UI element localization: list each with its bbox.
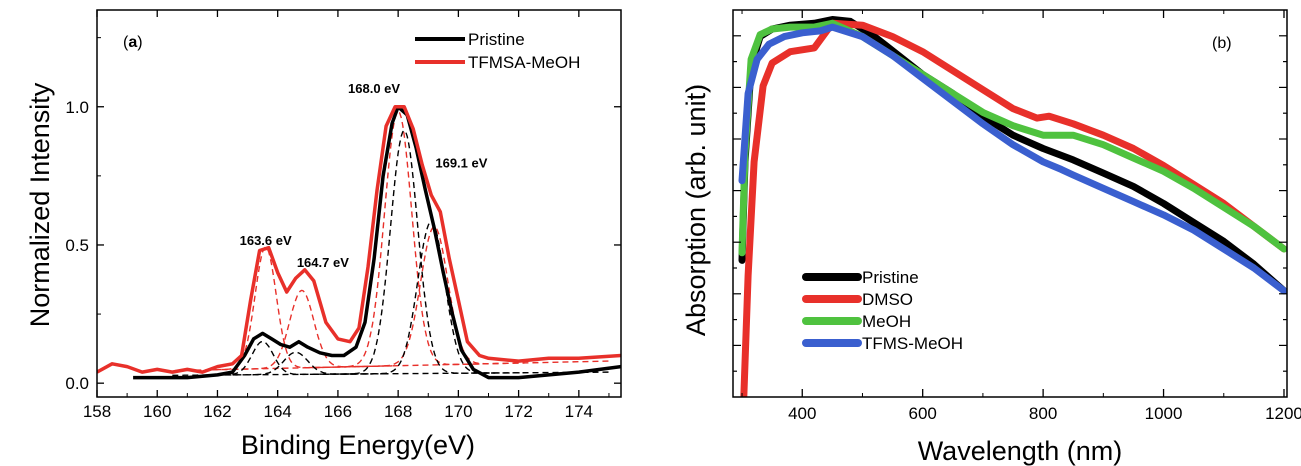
- panel-a-plot-area: [97, 105, 621, 380]
- panel-a-x-tick-label: 164: [264, 402, 292, 421]
- panel-a-x-tick-label: 170: [444, 402, 472, 421]
- panel-b-x-tick-label: 400: [788, 404, 816, 423]
- panel-b-label: (b): [1212, 35, 1232, 52]
- panel-a-label: (a): [123, 34, 143, 51]
- panel-a-legend-label: TFMSA-MeOH: [468, 53, 580, 72]
- panel-a-peak-annotation: 164.7 eV: [297, 255, 349, 270]
- panel-b-legend: Pristine DMSO MeOH TFMS-MeOH: [802, 268, 963, 353]
- panel-b-legend-label: MeOH: [862, 312, 911, 331]
- panel-a-legend-label: Pristine: [468, 30, 525, 49]
- panel-a-x-tick-label: 158: [83, 402, 111, 421]
- panel-a-frame: [96, 9, 622, 398]
- panel-b-x-axis-title: Wavelength (nm): [918, 436, 1123, 466]
- panel-a-y-tick-label: 1.0: [65, 98, 89, 117]
- panel-b-y-axis-title: Absorption (arb. unit): [681, 84, 711, 336]
- panel-a-x-tick-label: 160: [143, 402, 171, 421]
- panel-a-legend: Pristine TFMSA-MeOH: [415, 30, 580, 72]
- panel-a-y-tick-label: 0.5: [65, 236, 89, 255]
- panel-b-frame: [732, 9, 1288, 398]
- panel-b-x-tick-label: 800: [1029, 404, 1057, 423]
- panel-a-axes: 158 160 162 164 166 168 170 172 174 0.0 0.5 1.0 163.…: [65, 9, 622, 421]
- panel-a-fit-peak-1: [211, 289, 393, 371]
- panel-b-series-line-pristine: [738, 16, 1287, 295]
- panel-a: 158 160 162 164 166 168 170 172 174 0.0 0.5 1.0 163.…: [25, 9, 622, 460]
- panel-a-fit-baseline-0: [232, 360, 609, 371]
- panel-a-x-tick-label: 172: [504, 402, 532, 421]
- panel-a-fit-peak-2: [307, 110, 489, 369]
- panel-a-peak-annotation: 168.0 eV: [348, 81, 400, 96]
- panel-a-x-tick-label: 174: [565, 402, 593, 421]
- panel-b-series-line-dmso: [740, 19, 1287, 397]
- panel-a-y-tick-label: 0.0: [65, 374, 89, 393]
- panel-b-series-line-meoh: [738, 19, 1287, 257]
- panel-a-peak-annotation: 163.6 eV: [240, 233, 292, 248]
- panel-a-fit-peak-7: [340, 220, 522, 375]
- panel-a-x-tick-label: 168: [384, 402, 412, 421]
- panel-a-peak-annotation: 169.1 eV: [435, 156, 487, 171]
- panel-a-x-tick-label: 162: [203, 402, 231, 421]
- panel-a-y-axis-title: Normalized Intensity: [25, 82, 55, 327]
- panel-b-x-tick-label: 1200: [1265, 404, 1301, 423]
- panel-a-series-line-tfmsa-meoh: [97, 105, 621, 374]
- panel-a-series-group: [97, 105, 621, 380]
- panel-a-series-line-pristine: [133, 105, 621, 380]
- panel-b-legend-label: DMSO: [862, 290, 913, 309]
- panel-b-x-tick-label: 600: [908, 404, 936, 423]
- panel-b-plot-area: [738, 16, 1287, 397]
- panel-a-x-tick-label: 166: [324, 402, 352, 421]
- panel-b: 400 600 800 1000 1200 (b) Pristine DMSO MeOH TF…: [681, 9, 1301, 466]
- panel-b-legend-label: TFMS-MeOH: [862, 334, 963, 353]
- panel-b-legend-label: Pristine: [862, 268, 919, 287]
- panel-b-series-group: [738, 16, 1287, 397]
- panel-b-axes: 400 600 800 1000 1200: [732, 9, 1301, 423]
- panel-b-x-tick-label: 1000: [1145, 404, 1183, 423]
- panel-b-series-line-tfms-meoh: [738, 23, 1287, 295]
- panel-a-fit-peak-3: [343, 225, 525, 368]
- panel-a-x-axis-title: Binding Energy(eV): [241, 430, 475, 460]
